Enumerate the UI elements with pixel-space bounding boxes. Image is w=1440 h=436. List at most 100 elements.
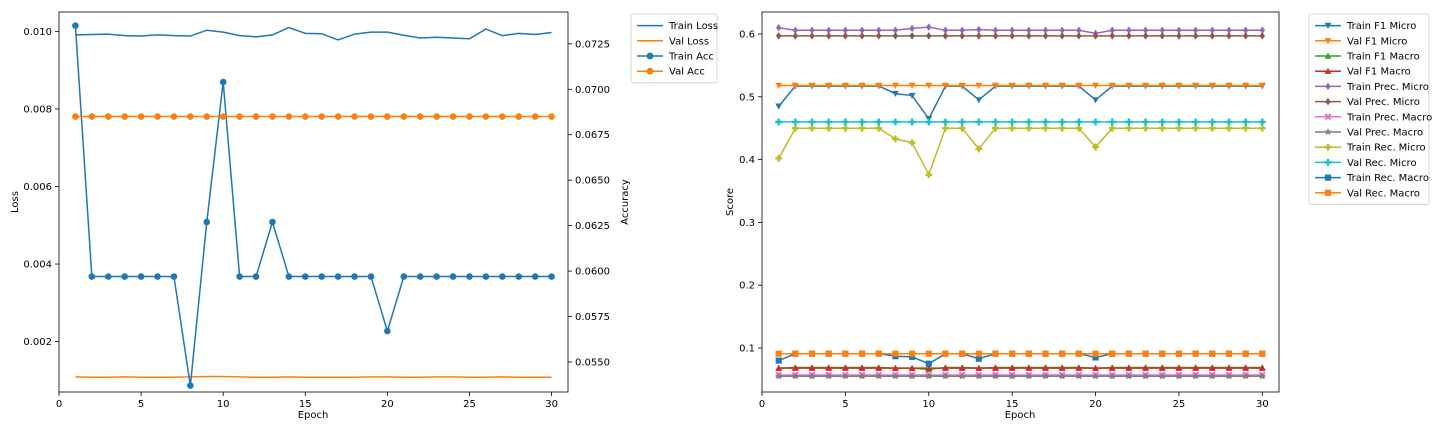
series-train-prec-micro <box>775 23 1266 38</box>
val-acc-point <box>104 113 112 120</box>
train-acc-point <box>499 273 506 280</box>
val-prec-macro-point <box>975 372 983 380</box>
x-tick-label: 0 <box>56 399 62 410</box>
chart1-y-ticks: 0.002 0.004 0.006 0.008 0.010 <box>23 27 59 348</box>
train-acc-point <box>252 273 260 280</box>
val-f1-micro-point <box>1125 82 1133 89</box>
y-right-tick-label: 0.0700 <box>575 85 610 96</box>
val-rec-micro-point <box>892 118 899 126</box>
val-acc-point <box>351 113 358 120</box>
chart2-x-ticks: 0 5 10 15 20 25 30 <box>759 392 1269 410</box>
chart2-axes-frame <box>761 11 1280 393</box>
train-rec-micro-point <box>1108 124 1116 132</box>
train-rec-macro-point <box>909 353 916 360</box>
chart1-legend: Train Loss Val Loss Train Acc Val Acc <box>630 13 718 84</box>
train-acc-point <box>137 273 145 280</box>
val-f1-macro-point <box>1258 364 1266 371</box>
train-f1-micro-point <box>892 90 899 98</box>
y-right-tick-label: 0.0650 <box>575 176 610 187</box>
train-prec-micro-point <box>959 26 965 34</box>
train-prec-micro-point <box>1176 26 1182 34</box>
val-rec-micro-point <box>1192 118 1200 126</box>
val-prec-micro-point <box>1042 32 1049 40</box>
val-acc-point <box>137 113 145 120</box>
val-f1-macro-point <box>875 364 883 371</box>
x-tick-label: 20 <box>381 399 394 410</box>
y-tick-label: 0.3 <box>739 218 755 229</box>
train-prec-micro-point <box>926 23 932 31</box>
val-prec-micro-point <box>1176 32 1182 40</box>
train-acc-point <box>236 273 243 280</box>
val-acc-point <box>269 113 276 120</box>
val-f1-macro-point <box>1008 364 1016 371</box>
val-prec-macro-point <box>1091 372 1100 380</box>
val-acc-point <box>203 113 211 120</box>
val-rec-macro-point <box>992 350 999 357</box>
val-f1-macro-point <box>1192 364 1200 371</box>
train-f1-micro-point <box>775 103 783 110</box>
val-acc-point <box>531 113 539 120</box>
legend-label-val-loss: Val Loss <box>669 36 709 47</box>
val-f1-micro-point <box>925 82 933 89</box>
y-right-tick-label: 0.0600 <box>575 267 610 278</box>
val-acc-point <box>252 113 260 120</box>
val-prec-macro-point <box>791 372 799 380</box>
train-prec-micro-point <box>1109 26 1115 34</box>
val-f1-micro-point <box>1075 82 1083 89</box>
train-prec-micro-line <box>778 26 1263 35</box>
val-rec-micro-point <box>775 118 783 126</box>
val-acc-point <box>301 113 309 120</box>
val-prec-macro-point <box>1058 372 1066 380</box>
train-acc-point <box>154 273 161 280</box>
train-rec-macro-point <box>975 355 982 362</box>
val-prec-macro-point <box>891 372 899 380</box>
val-prec-macro-point <box>1008 372 1016 380</box>
val-f1-macro-point <box>791 364 799 371</box>
train-acc-point <box>515 273 523 280</box>
val-prec-macro-point <box>1158 372 1166 380</box>
legend-marker-val-acc <box>646 67 654 75</box>
chart1-plot-area <box>72 22 555 389</box>
legend-marker-val-prec-macro <box>1324 128 1332 136</box>
val-f1-macro-point <box>992 364 999 371</box>
val-prec-micro-point <box>1026 32 1032 40</box>
series-train-loss <box>75 26 552 41</box>
val-f1-micro-point <box>1158 82 1166 89</box>
val-prec-micro-point <box>959 32 965 40</box>
train-acc-point <box>318 273 326 280</box>
val-f1-macro-point <box>1158 364 1166 371</box>
train-rec-micro-point <box>958 124 966 132</box>
train-acc-point <box>104 273 112 280</box>
train-prec-micro-point <box>1259 26 1266 34</box>
train-loss-line <box>75 26 552 41</box>
x-tick-label: 30 <box>545 399 558 410</box>
val-prec-micro-point <box>992 32 999 40</box>
legend-label-val-acc: Val Acc <box>669 67 705 78</box>
train-rec-micro-point <box>1175 124 1183 132</box>
train-acc-point <box>416 273 424 280</box>
train-prec-micro-point <box>825 26 832 34</box>
legend-frame <box>1308 13 1430 205</box>
x-tick-label: 15 <box>299 399 312 410</box>
chart1-x-axis-label: Epoch <box>298 410 329 421</box>
val-prec-macro-point <box>1125 372 1133 380</box>
val-acc-point <box>334 113 342 120</box>
val-f1-macro-point <box>1058 364 1066 371</box>
val-rec-macro-point <box>1175 350 1182 357</box>
val-rec-macro-point <box>892 350 899 357</box>
val-f1-macro-point <box>942 364 949 371</box>
val-rec-macro-point <box>1025 350 1032 357</box>
val-f1-macro-point <box>1042 364 1049 371</box>
series-val-rec-micro <box>775 118 1266 126</box>
val-f1-micro-point <box>942 82 949 89</box>
val-prec-macro-point <box>908 372 916 380</box>
train-acc-point <box>203 218 211 226</box>
val-rec-micro-point <box>791 118 799 126</box>
val-f1-macro-point <box>1108 364 1116 371</box>
train-prec-micro-point <box>859 26 865 34</box>
val-f1-micro-point <box>1192 82 1200 89</box>
train-acc-point <box>301 273 309 280</box>
val-f1-macro-point <box>1175 364 1183 371</box>
